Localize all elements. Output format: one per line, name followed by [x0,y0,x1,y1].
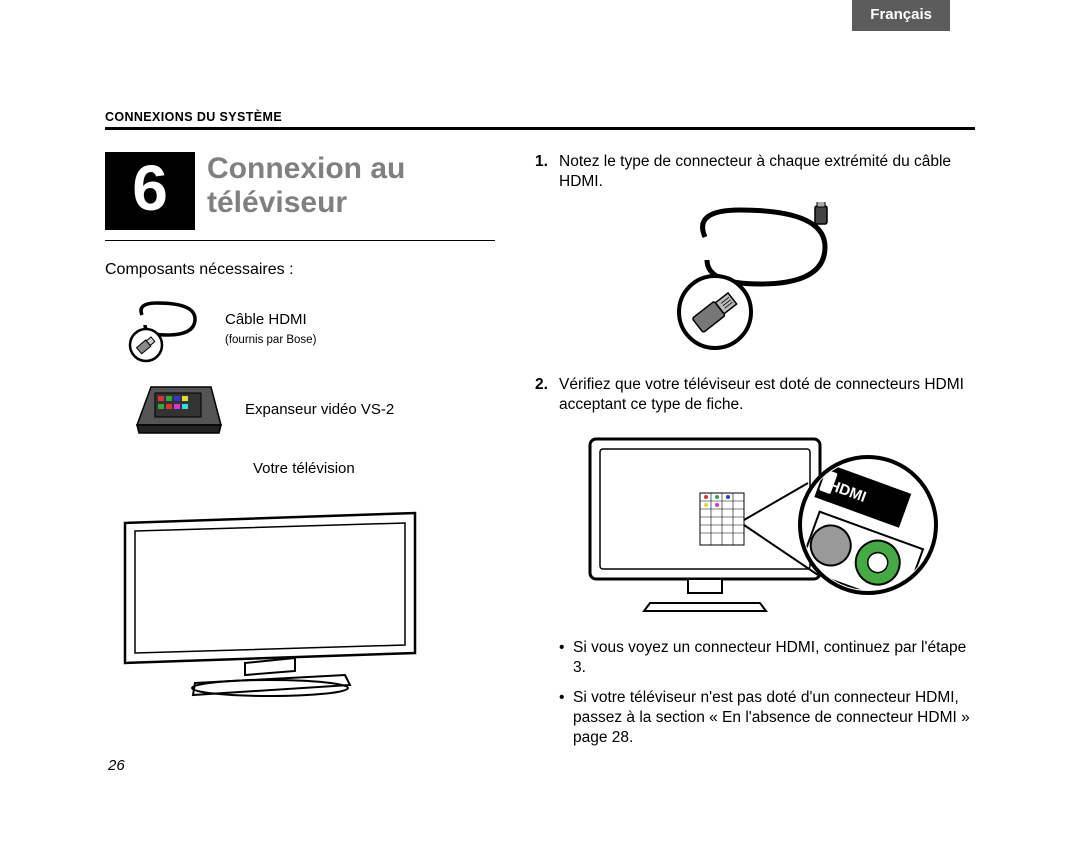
bullet-dot: • [559,638,573,678]
tv-back-illustration: HDMI [535,425,975,620]
right-column: 1. Notez le type de connecteur à chaque … [525,152,975,758]
component-vs2: Expanseur vidéo VS-2 [127,373,525,445]
hdmi-label: Câble HDMI [225,311,307,328]
component-tv-label-row: Votre télévision [253,459,525,478]
step-title: Connexion au téléviseur [195,152,405,230]
bullet-2-text: Si votre téléviseur n'est pas doté d'un … [573,688,975,748]
step-1-text: Notez le type de connecteur à chaque ext… [559,152,975,192]
step-1: 1. Notez le type de connecteur à chaque … [535,152,975,192]
step-number: 6 [105,152,195,230]
header-rule [105,127,975,130]
bullet-dot: • [559,688,573,748]
step-title-line2: téléviseur [207,186,347,219]
page-content: CONNEXIONS DU SYSTÈME 6 Connexion au tél… [105,55,975,758]
hdmi-cable-illustration [535,202,975,357]
bullet-list: • Si vous voyez un connecteur HDMI, cont… [559,638,975,748]
component-label: Votre télévision [253,459,355,478]
tv-label: Votre télévision [253,460,355,477]
language-tab: Français [852,0,950,31]
left-column: 6 Connexion au téléviseur Composants néc… [105,152,525,758]
hdmi-cable-icon [127,297,207,363]
instruction-list-2: 2. Vérifiez que votre téléviseur est dot… [535,375,975,415]
tv-illustration [115,503,525,708]
components-heading: Composants nécessaires : [105,261,525,279]
page-number: 26 [108,757,125,774]
vs2-label: Expanseur vidéo VS-2 [245,401,394,418]
step-2: 2. Vérifiez que votre téléviseur est dot… [535,375,975,415]
bullet-1-text: Si vous voyez un connecteur HDMI, contin… [573,638,975,678]
step-2-text: Vérifiez que votre téléviseur est doté d… [559,375,975,415]
hdmi-sublabel: (fournis par Bose) [225,334,316,346]
step-rule [105,240,495,241]
step-title-line1: Connexion au [207,152,405,185]
component-label: Câble HDMI (fournis par Bose) [225,310,316,350]
bullet-1: • Si vous voyez un connecteur HDMI, cont… [559,638,975,678]
step-1-num: 1. [535,152,559,192]
step-heading: 6 Connexion au téléviseur [105,152,525,230]
component-hdmi-cable: Câble HDMI (fournis par Bose) [127,297,525,363]
vs2-icon [127,373,227,445]
tv-icon [115,503,425,703]
step-2-num: 2. [535,375,559,415]
bullet-2: • Si votre téléviseur n'est pas doté d'u… [559,688,975,748]
section-header: CONNEXIONS DU SYSTÈME [105,110,975,124]
component-label: Expanseur vidéo VS-2 [245,400,394,419]
instruction-list: 1. Notez le type de connecteur à chaque … [535,152,975,192]
